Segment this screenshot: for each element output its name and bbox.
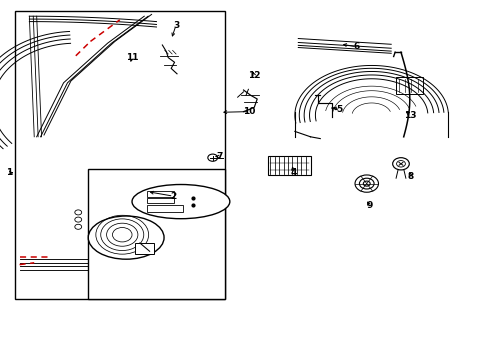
Text: 5: 5: [336, 105, 342, 114]
Bar: [88, 169, 224, 299]
Text: 1: 1: [6, 168, 12, 177]
Bar: [115, 184, 190, 239]
Bar: [146, 198, 173, 203]
Ellipse shape: [132, 184, 229, 219]
Bar: [15, 11, 224, 299]
Text: 3: 3: [173, 21, 179, 30]
Text: 12: 12: [247, 71, 260, 80]
Text: 7: 7: [215, 152, 222, 161]
Text: 8: 8: [407, 172, 413, 181]
Bar: [146, 205, 183, 212]
Text: 6: 6: [353, 42, 359, 51]
Bar: [119, 185, 186, 237]
Bar: [135, 243, 153, 254]
Bar: [395, 77, 422, 94]
Text: 10: 10: [243, 107, 255, 116]
Text: 4: 4: [289, 168, 296, 177]
Bar: [267, 156, 310, 175]
Bar: [146, 191, 173, 197]
Text: 9: 9: [365, 201, 372, 210]
Ellipse shape: [88, 216, 164, 259]
Text: 13: 13: [404, 111, 416, 120]
Text: 2: 2: [170, 192, 176, 201]
Text: 11: 11: [125, 53, 138, 62]
